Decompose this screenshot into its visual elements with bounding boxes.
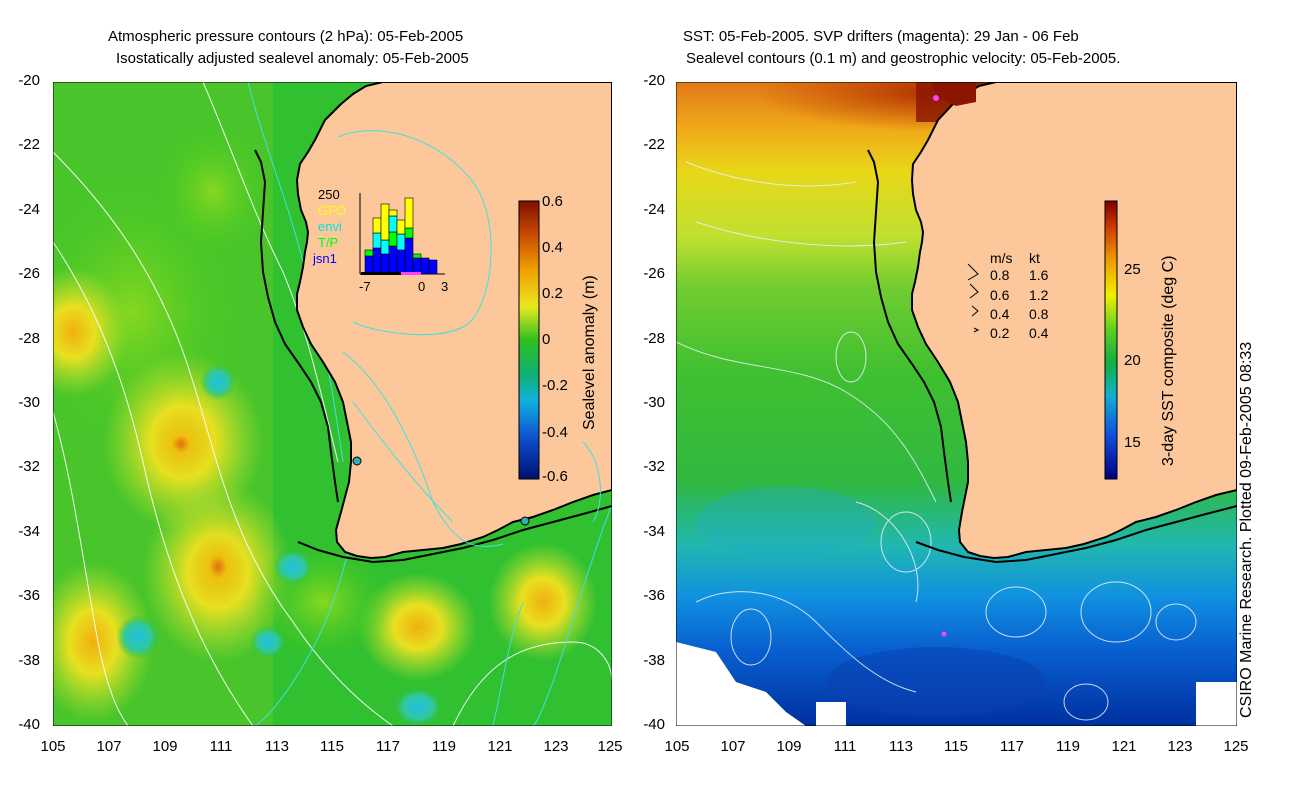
velocity-legend-kt: 0.4 [1029,325,1049,341]
right-ytick: -34 [643,523,665,540]
sst-colorbar-tick: 15 [1124,434,1141,451]
right-ytick: -38 [643,652,665,669]
left-ytick: -36 [18,587,40,604]
left-title-line1: Atmospheric pressure contours (2 hPa): 0… [108,28,464,45]
right-title-line1: SST: 05-Feb-2005. SVP drifters (magenta)… [683,28,1079,45]
sst-colorbar [1104,200,1118,480]
sealevel-colorbar-tick: -0.2 [542,377,568,394]
right-title-line2: Sealevel contours (0.1 m) and geostrophi… [686,50,1121,67]
velocity-legend-ms: 0.2 [990,325,1010,341]
left-ytick: -34 [18,523,40,540]
right-ytick: -36 [643,587,665,604]
left-ytick: -26 [18,265,40,282]
left-xtick: 107 [96,738,122,755]
velocity-legend-header-ms: m/s [990,250,1013,266]
left-xtick: 125 [597,738,623,755]
velocity-legend-kt: 1.2 [1029,287,1049,303]
right-xtick: 113 [889,738,913,755]
histogram-legend-gfo: GFO [318,203,347,218]
right-xtick: 117 [1000,738,1024,755]
right-xtick: 109 [776,738,802,755]
histogram-xtick-minus7: -7 [359,279,371,294]
velocity-legend-arrows [967,263,980,333]
sealevel-colorbar-tick: -0.6 [542,468,568,485]
histogram-legend-jsn1: jsn1 [313,251,337,266]
sst-colorbar-tick: 20 [1124,352,1141,369]
right-xtick: 125 [1223,738,1249,755]
right-ytick: -24 [643,201,665,218]
sealevel-colorbar [518,200,540,480]
velocity-legend-kt: 0.8 [1029,306,1049,322]
right-ytick: -20 [643,72,665,89]
left-xtick: 123 [543,738,569,755]
credit-text: CSIRO Marine Research. Plotted 09-Feb-20… [1238,341,1255,718]
left-ytick: -30 [18,394,40,411]
right-xtick: 119 [1056,738,1080,755]
velocity-legend-ms: 0.8 [990,267,1010,283]
left-ytick: -32 [18,458,40,475]
left-ytick: -38 [18,652,40,669]
left-ytick: -22 [18,136,40,153]
right-ytick: -28 [643,330,665,347]
left-ytick: -20 [18,72,40,89]
right-ytick: -22 [643,136,665,153]
velocity-legend-header-kt: kt [1029,250,1040,266]
left-xtick: 117 [376,738,400,755]
velocity-legend-ms: 0.6 [990,287,1010,303]
histogram-xtick-0: 0 [418,279,426,294]
sealevel-colorbar-tick: 0 [542,331,551,348]
left-ytick: -24 [18,201,40,218]
right-ytick: -30 [643,394,665,411]
right-xtick: 111 [833,738,857,755]
velocity-legend-kt: 1.6 [1029,267,1049,283]
sealevel-colorbar-tick: -0.4 [542,424,568,441]
sealevel-colorbar-label: Sealevel anomaly (m) [581,275,598,430]
sealevel-colorbar-tick: 0.2 [542,285,563,302]
left-xtick: 111 [209,738,233,755]
sealevel-colorbar-tick: 0.4 [542,239,563,256]
sealevel-colorbar-tick: 0.6 [542,193,563,210]
histogram-ymax: 250 [318,187,340,202]
histogram-xtick-3: 3 [441,279,449,294]
left-ytick: -28 [18,330,40,347]
left-ytick: -40 [18,716,40,733]
right-xtick: 107 [720,738,746,755]
velocity-legend-ms: 0.4 [990,306,1010,322]
left-title-line2: Isostatically adjusted sealevel anomaly:… [116,50,469,67]
right-ytick: -40 [643,716,665,733]
sst-colorbar-label: 3-day SST composite (deg C) [1160,255,1177,466]
histogram-legend-envi: envi [318,219,342,234]
left-xtick: 105 [40,738,66,755]
left-xtick: 115 [320,738,344,755]
sst-map [676,82,1237,726]
sst-colorbar-tick: 25 [1124,261,1141,278]
histogram-legend-tp: T/P [318,235,339,250]
right-xtick: 123 [1167,738,1193,755]
histogram-inset [359,193,445,275]
left-xtick: 113 [265,738,289,755]
left-xtick: 109 [152,738,178,755]
right-xtick: 121 [1111,738,1137,755]
right-ytick: -26 [643,265,665,282]
left-xtick: 119 [432,738,456,755]
right-ytick: -32 [643,458,665,475]
right-xtick: 105 [664,738,690,755]
right-xtick: 115 [944,738,968,755]
left-xtick: 121 [487,738,513,755]
